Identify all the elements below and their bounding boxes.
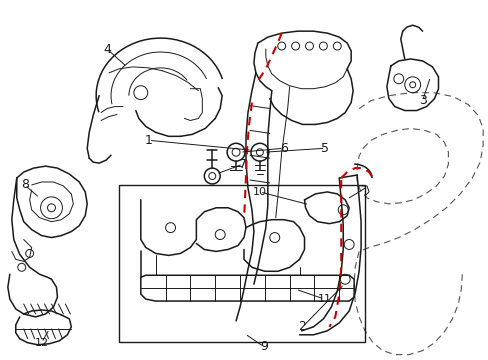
Text: 5: 5 (321, 142, 329, 155)
Text: 4: 4 (103, 42, 111, 55)
Text: 9: 9 (260, 340, 267, 353)
Text: 7: 7 (239, 158, 246, 171)
Text: 3: 3 (418, 94, 426, 107)
Text: 10: 10 (252, 187, 266, 197)
Text: 12: 12 (35, 338, 48, 348)
Text: 11: 11 (317, 294, 331, 304)
Text: 2: 2 (298, 320, 306, 333)
Text: 6: 6 (279, 142, 287, 155)
Text: 1: 1 (144, 134, 152, 147)
Bar (119, 185, 365, 342)
Text: 8: 8 (20, 179, 29, 192)
